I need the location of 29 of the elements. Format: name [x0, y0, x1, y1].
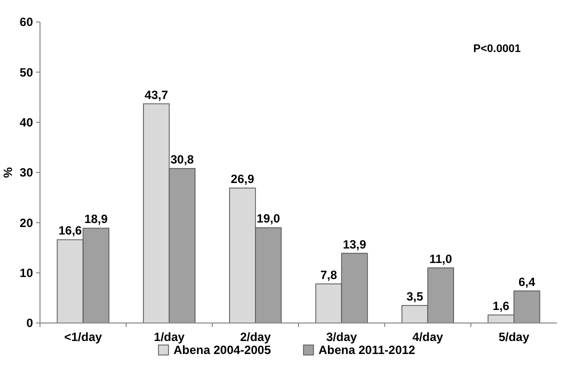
y-tick-label: 10	[20, 266, 34, 280]
data-label: 18,9	[84, 212, 108, 226]
data-label: 3,5	[406, 289, 424, 304]
data-label: 6,4	[518, 274, 536, 289]
y-axis-title: %	[1, 166, 15, 178]
annotation: P<0.0001	[473, 43, 521, 55]
legend-label: Abena 2004-2005	[174, 343, 272, 357]
legend-label: Abena 2011-2012	[318, 343, 416, 357]
data-label: 1,6	[492, 298, 510, 313]
data-label: 16,6	[58, 224, 82, 238]
x-tick-label: 1/day	[154, 330, 185, 344]
data-label: 7,8	[320, 268, 338, 282]
data-label: 11,0	[429, 252, 452, 266]
y-tick-label: 20	[20, 216, 34, 230]
x-tick-label: 3/day	[326, 330, 358, 344]
y-tick-label: 40	[20, 116, 34, 130]
data-label: 30,8	[170, 152, 194, 166]
data-label: 26,9	[230, 172, 254, 186]
x-tick-label: 5/day	[498, 330, 530, 344]
x-tick-label: 4/day	[412, 330, 444, 344]
x-tick-label: <1/day	[64, 330, 102, 344]
data-label: 19,0	[256, 212, 280, 226]
x-tick-label: 2/day	[240, 330, 272, 344]
y-tick-label: 30	[20, 166, 34, 180]
y-tick-label: 0	[26, 316, 34, 330]
data-label: 43,7	[144, 88, 168, 102]
y-tick-label: 50	[20, 65, 34, 80]
data-label: 13,9	[342, 237, 367, 252]
y-tick-label: 60	[20, 15, 34, 30]
